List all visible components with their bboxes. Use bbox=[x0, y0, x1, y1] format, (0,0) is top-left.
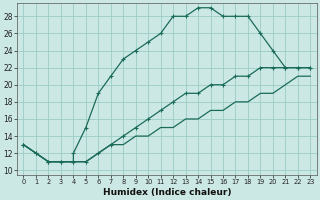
X-axis label: Humidex (Indice chaleur): Humidex (Indice chaleur) bbox=[103, 188, 231, 197]
